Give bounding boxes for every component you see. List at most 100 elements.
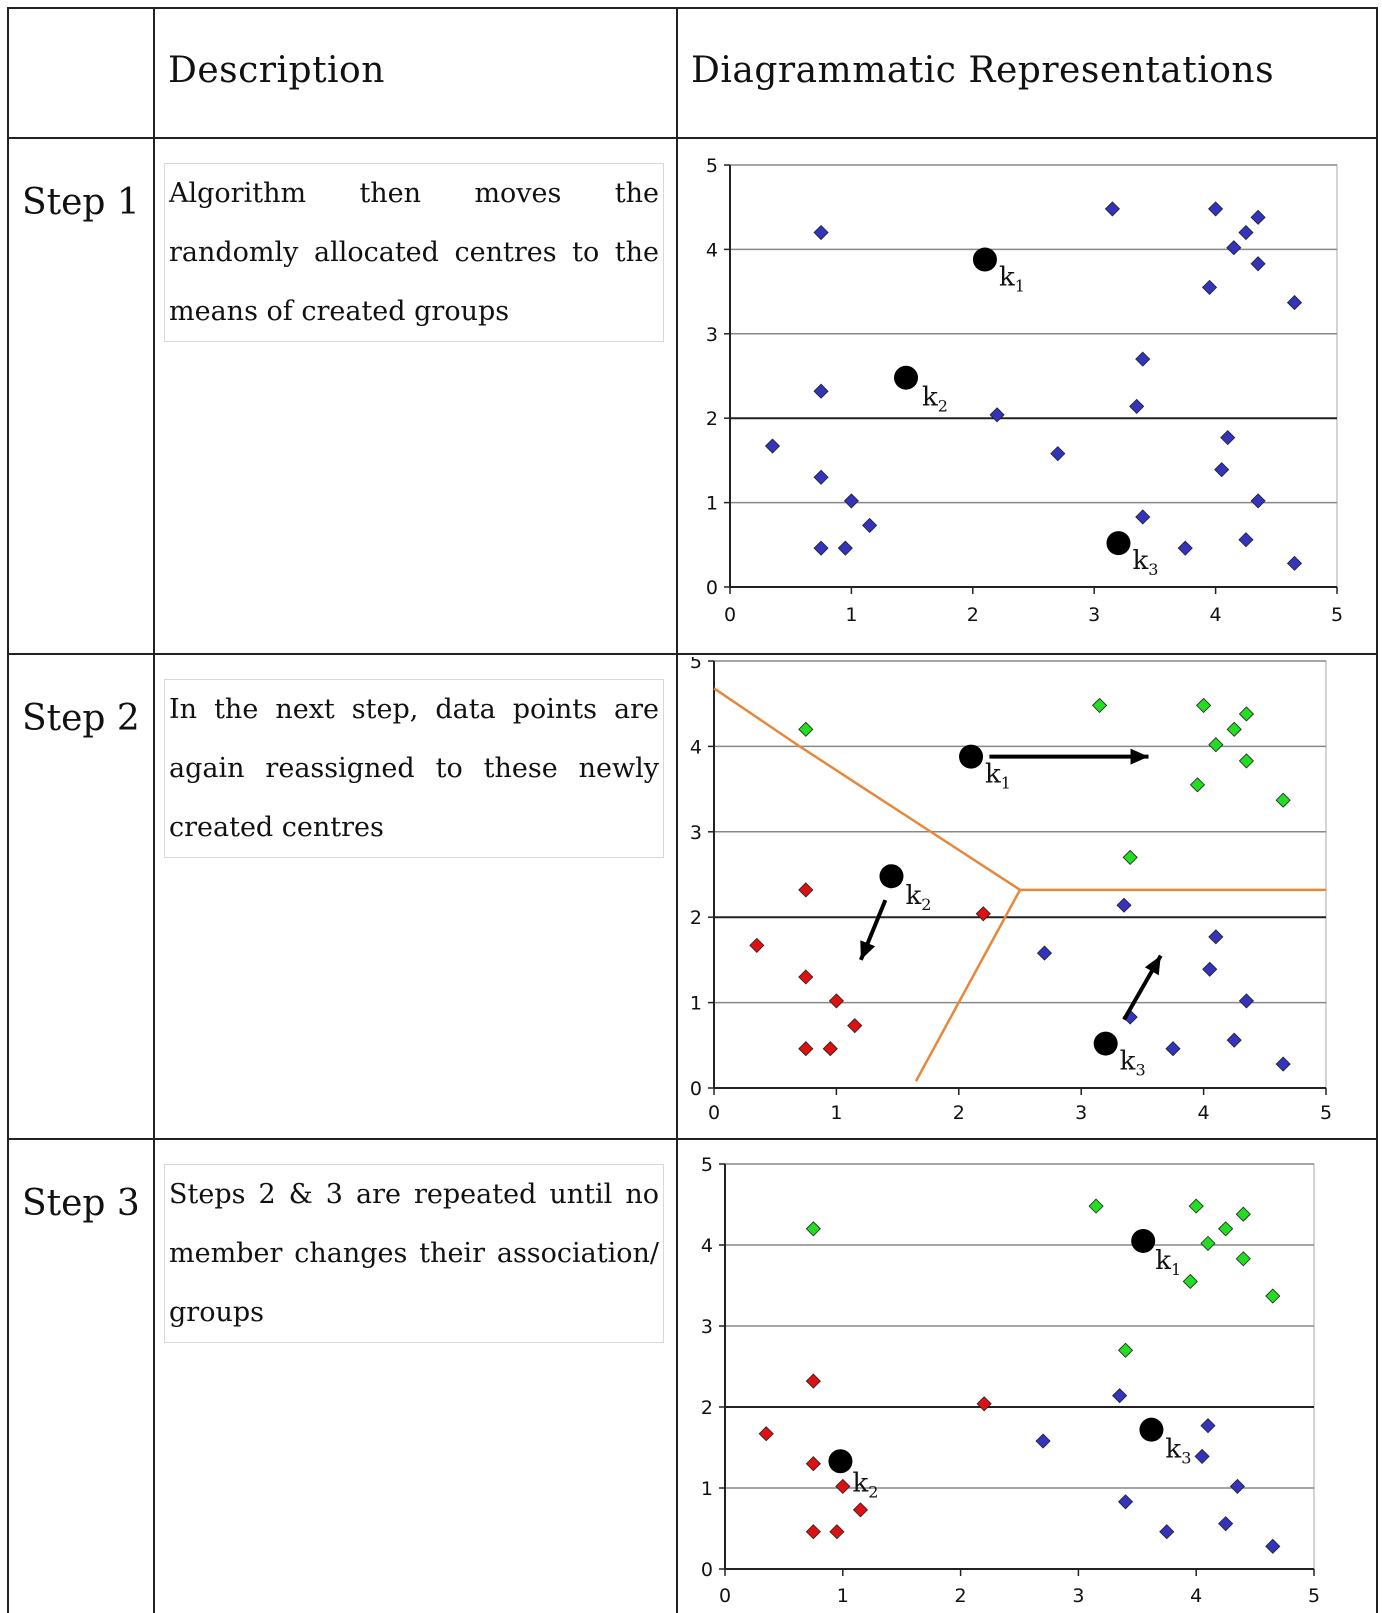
centroid-marker — [959, 744, 984, 769]
red-data-point — [805, 1456, 821, 1472]
red-data-point — [828, 993, 844, 1009]
centroid-marker — [972, 247, 997, 272]
blue-data-point — [1208, 929, 1224, 945]
y-tick-label: 4 — [706, 239, 718, 261]
step-2-description: In the next step, data points are again … — [164, 679, 664, 858]
red-data-point — [975, 906, 991, 922]
blue-data-point — [813, 469, 829, 485]
blue-data-point — [1286, 295, 1303, 311]
table-row-divider-step1 — [7, 653, 1378, 655]
green-data-point — [1189, 777, 1206, 793]
blue-data-point — [1238, 224, 1254, 241]
step-2-label: Step 2 — [22, 698, 140, 739]
step-1-chart: 0 1 2 3 4 5 0 1 2 3 4 5 k1 k2 k3 — [690, 141, 1378, 651]
blue-data-point — [1275, 1056, 1291, 1072]
centroid-label-subscript: 2 — [938, 397, 948, 416]
green-data-point — [1226, 721, 1242, 737]
x-tick-label: 1 — [837, 1585, 849, 1607]
centroid-label: k2 — [852, 1468, 878, 1501]
table-border-right — [1376, 7, 1378, 1613]
x-tick-label: 3 — [1075, 1102, 1087, 1124]
green-data-point — [1265, 1288, 1281, 1304]
y-tick-label: 2 — [706, 408, 718, 430]
green-data-point — [1275, 792, 1291, 808]
centroid-label: k1 — [985, 760, 1011, 793]
centroid-label-subscript: 3 — [1135, 1061, 1145, 1080]
centroid-label: k3 — [1120, 1047, 1146, 1080]
red-data-point — [835, 1478, 851, 1494]
centroid-label-k: k — [905, 881, 921, 911]
blue-data-point — [813, 224, 829, 241]
x-tick-label: 0 — [719, 1585, 731, 1607]
blue-data-point — [1214, 462, 1230, 478]
centroid-label: k1 — [1155, 1246, 1181, 1279]
blue-data-point — [1201, 279, 1218, 295]
blue-data-point — [813, 540, 829, 556]
centroid-label-subscript: 1 — [1015, 277, 1025, 296]
centroid-label-subscript: 1 — [1171, 1260, 1181, 1279]
table-row-divider-header — [7, 137, 1378, 139]
green-data-point — [805, 1221, 821, 1237]
green-data-point — [798, 721, 814, 737]
x-tick-label: 4 — [1190, 1585, 1202, 1607]
centroid-label-k: k — [985, 760, 1001, 790]
x-tick-label: 5 — [1320, 1102, 1332, 1124]
green-data-point — [1122, 849, 1138, 865]
blue-data-point — [1238, 532, 1254, 548]
blue-data-point — [1117, 1494, 1134, 1510]
step-2-chart: 0 1 2 3 4 5 0 1 2 3 4 5 k1 k2 k3 — [690, 657, 1378, 1135]
red-data-point — [798, 969, 814, 985]
centroid-marker — [1131, 1228, 1156, 1253]
red-data-point — [829, 1524, 845, 1540]
blue-data-point — [1104, 201, 1120, 217]
green-data-point — [1218, 1221, 1234, 1237]
y-tick-label: 0 — [701, 1559, 713, 1581]
y-tick-label: 1 — [701, 1478, 713, 1500]
table-border-left — [7, 7, 9, 1613]
blue-data-point — [1218, 1516, 1234, 1532]
centroid-label-subscript: 2 — [921, 895, 931, 914]
blue-data-point — [1202, 961, 1218, 977]
blue-data-point — [1129, 398, 1145, 414]
x-tick-label: 2 — [955, 1585, 967, 1607]
green-data-point — [1088, 1198, 1104, 1214]
y-tick-label: 5 — [701, 1154, 713, 1176]
y-tick-label: 0 — [690, 1078, 702, 1100]
green-data-point — [1117, 1342, 1134, 1358]
cluster-boundary-line — [914, 889, 1022, 1082]
y-tick-label: 3 — [706, 324, 718, 346]
blue-data-point — [1250, 209, 1266, 225]
x-tick-label: 1 — [830, 1102, 842, 1124]
centroid-label-subscript: 2 — [868, 1482, 878, 1501]
centroid-label: k1 — [999, 263, 1025, 296]
table-divider-col2 — [676, 7, 678, 1613]
red-data-point — [798, 1041, 814, 1057]
movement-arrow-head — [860, 940, 876, 960]
step-1-label: Step 1 — [22, 182, 140, 223]
centroid-marker — [1106, 531, 1131, 556]
red-data-point — [822, 1041, 838, 1057]
red-data-point — [852, 1502, 869, 1518]
centroid-marker — [879, 864, 904, 889]
table-divider-col1 — [153, 7, 155, 1613]
blue-data-point — [1220, 430, 1236, 446]
blue-data-point — [843, 493, 859, 509]
blue-data-point — [1159, 1524, 1175, 1540]
blue-data-point — [1035, 1433, 1051, 1449]
x-tick-label: 4 — [1210, 604, 1222, 626]
green-data-point — [1182, 1273, 1198, 1290]
x-tick-label: 0 — [708, 1102, 720, 1124]
step-3-description: Steps 2 & 3 are repeated until no member… — [164, 1164, 664, 1343]
blue-data-point — [1194, 1448, 1210, 1464]
centroid-label-k: k — [999, 263, 1015, 293]
red-data-point — [758, 1426, 774, 1442]
y-tick-label: 3 — [690, 822, 702, 844]
centroid-label-k: k — [1120, 1047, 1136, 1077]
y-tick-label: 5 — [706, 155, 718, 177]
x-tick-label: 0 — [724, 604, 736, 626]
centroid-label: k3 — [1165, 1435, 1191, 1468]
step-3-chart: 0 1 2 3 4 5 0 1 2 3 4 5 k1 k2 k3 — [690, 1142, 1378, 1613]
movement-arrow-head — [1130, 748, 1149, 765]
movement-arrow-head — [1144, 955, 1161, 976]
